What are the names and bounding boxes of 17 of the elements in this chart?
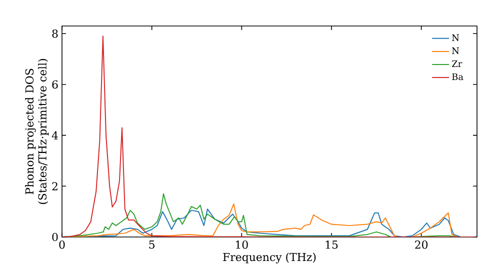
x-tick-label: 5 bbox=[149, 240, 154, 249]
legend-label: N bbox=[452, 47, 460, 54]
y-axis-title: Phonon projected DOS (States/THz·primitive cell) bbox=[25, 59, 49, 204]
legend-label: N bbox=[452, 34, 460, 42]
y-tick-label: 8 bbox=[52, 30, 58, 38]
y-tick-label: 6 bbox=[52, 80, 58, 89]
x-axis-title: Frequency (THz) bbox=[223, 252, 316, 264]
x-tick-label: 20 bbox=[415, 240, 428, 249]
y-tick-label: 4 bbox=[52, 131, 58, 140]
line-series bbox=[62, 36, 476, 237]
x-tick-label: 10 bbox=[236, 240, 248, 249]
legend-label: Zr bbox=[452, 60, 462, 67]
y-tick-label: 0 bbox=[52, 232, 58, 242]
x-tick-label: 0 bbox=[59, 240, 65, 249]
y-tick-label: 2 bbox=[52, 182, 58, 190]
legend-label: Ba bbox=[452, 73, 464, 80]
x-tick-label: 15 bbox=[326, 240, 338, 249]
